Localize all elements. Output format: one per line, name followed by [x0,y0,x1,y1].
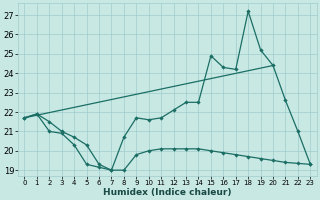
X-axis label: Humidex (Indice chaleur): Humidex (Indice chaleur) [103,188,232,197]
